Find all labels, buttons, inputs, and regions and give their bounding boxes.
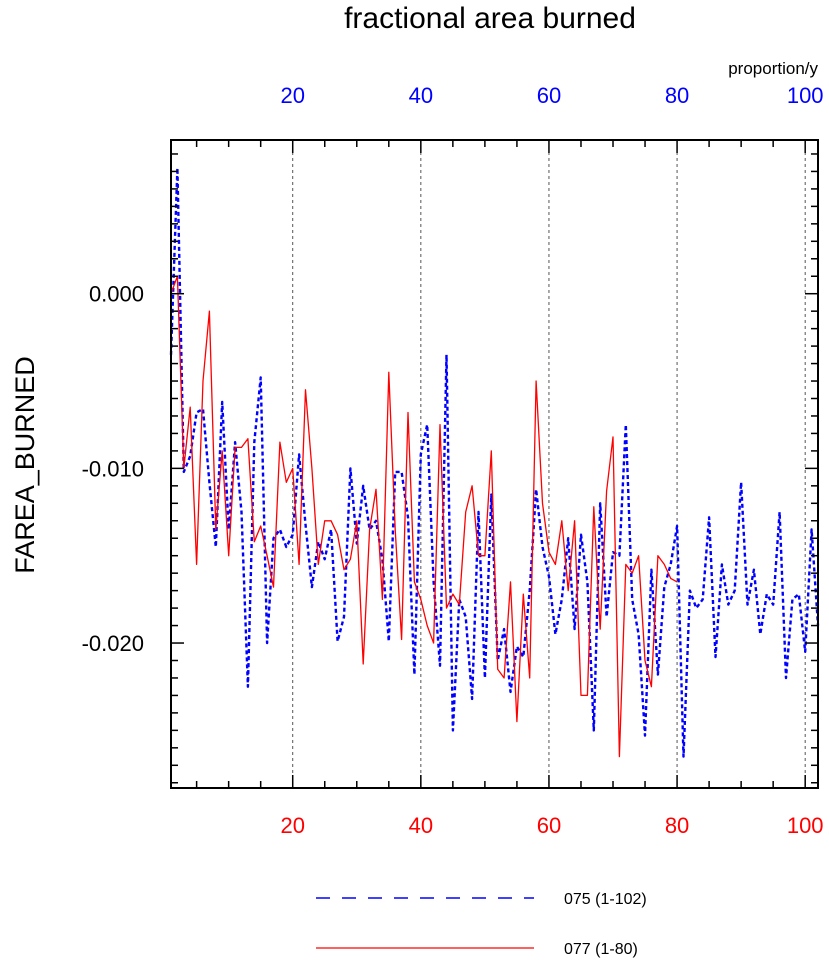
chart-title: fractional area burned (344, 2, 636, 35)
units-label: proportion/y (728, 59, 818, 78)
x-tick-label-top: 20 (280, 83, 304, 108)
series-group (169, 166, 820, 758)
y-tick-label: 0.000 (89, 282, 144, 307)
x-tick-label-bottom: 20 (280, 813, 304, 838)
x-tick-label-top: 80 (665, 83, 689, 108)
y-tick-label: -0.010 (82, 456, 144, 481)
x-tick-label-top: 60 (537, 83, 561, 108)
y-tick-label: -0.020 (82, 631, 144, 656)
x-tick-label-bottom: 60 (537, 813, 561, 838)
axis-ticks (171, 140, 818, 788)
legend: 075 (1-102) 077 (1-80) (316, 891, 647, 958)
x-tick-label-top: 40 (409, 83, 433, 108)
legend-label-2: 077 (1-80) (564, 941, 638, 958)
legend-label-1: 075 (1-102) (564, 891, 647, 908)
tick-labels: 0.000 -0.010 -0.020 20 40 60 80 100 20 40 60 80 100 (82, 83, 824, 838)
x-tick-label-bottom: 80 (665, 813, 689, 838)
x-tick-label-bottom: 100 (787, 813, 824, 838)
x-tick-label-top: 100 (787, 83, 824, 108)
gridlines (292, 140, 806, 788)
x-tick-label-bottom: 40 (409, 813, 433, 838)
series-line-1 (169, 166, 820, 758)
y-axis-label: FAREA_BURNED (10, 356, 40, 574)
series-line-2 (170, 275, 678, 758)
plot-frame (170, 139, 819, 789)
